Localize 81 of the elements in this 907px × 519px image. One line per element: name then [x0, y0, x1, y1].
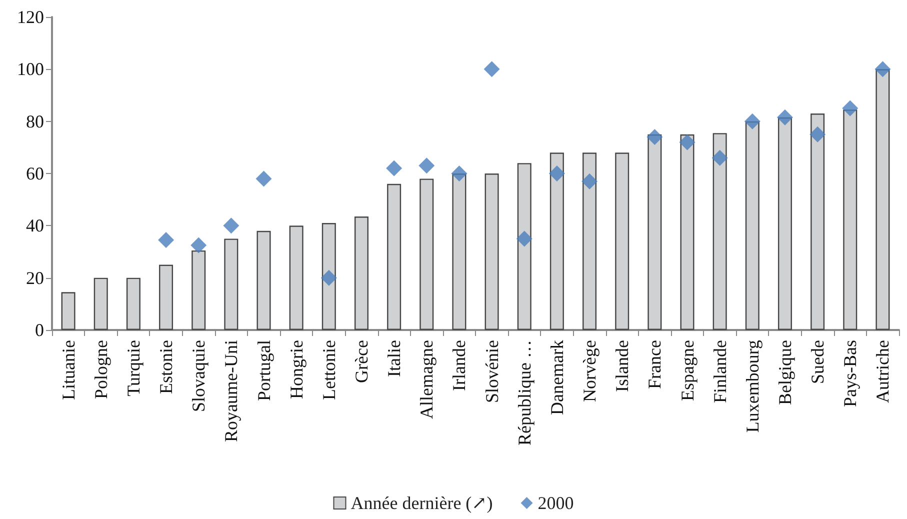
point — [516, 230, 532, 247]
y-tick-label: 20 — [26, 268, 44, 288]
x-tick-label: Royaume-Uni — [221, 340, 242, 442]
point — [776, 109, 793, 126]
bar — [582, 152, 597, 330]
bar — [289, 226, 304, 330]
y-tick-label: 100 — [17, 59, 44, 80]
bar — [256, 230, 271, 330]
y-tick-label: 80 — [26, 111, 44, 132]
bar — [94, 278, 108, 330]
x-tick-label: Slovaquie — [188, 340, 209, 412]
legend-label: Année dernière (↗) — [350, 493, 493, 513]
point — [223, 218, 240, 234]
point — [190, 237, 207, 254]
x-tick-label: Luxembourg — [742, 340, 762, 433]
bar — [484, 174, 499, 330]
x-tick-label: France — [644, 340, 665, 389]
x-tick-label: Hongrie — [286, 340, 306, 399]
point — [646, 128, 663, 145]
point — [158, 232, 174, 248]
bar — [322, 223, 336, 330]
y-tick-label: 120 — [17, 7, 44, 27]
bar — [159, 264, 174, 330]
point — [548, 166, 565, 182]
x-tick-label: Pologne — [90, 340, 111, 400]
point — [256, 170, 272, 187]
bar — [387, 184, 402, 330]
x-tick-label: Lituanie — [58, 340, 78, 400]
x-tick-label: Finlande — [710, 340, 730, 403]
point — [386, 160, 402, 176]
bar — [745, 121, 760, 330]
x-tick-label: Belgique — [774, 340, 795, 405]
point — [842, 100, 858, 116]
x-tick-label: Turquie — [123, 340, 144, 396]
bar — [354, 216, 368, 330]
x-tick-label: Islande — [612, 340, 632, 392]
bar — [778, 117, 792, 330]
bar — [712, 133, 727, 330]
x-tick-label: Allemagne — [416, 340, 437, 419]
bar — [615, 152, 630, 330]
x-tick-label: Portugal — [254, 340, 274, 401]
bar — [126, 278, 140, 330]
point — [418, 158, 435, 174]
x-tick-label: Italie — [384, 340, 404, 377]
point — [712, 150, 728, 166]
bar — [192, 250, 206, 330]
point — [320, 270, 337, 286]
x-tick-label: Suede — [808, 340, 828, 384]
x-tick-label: Estonie — [156, 340, 176, 394]
x-tick-label: Grèce — [351, 340, 372, 383]
point — [874, 61, 891, 78]
point — [679, 134, 696, 150]
bar — [680, 134, 694, 330]
x-tick-label: Slovénie — [482, 340, 502, 403]
x-tick-label: Autriche — [872, 340, 893, 403]
bar — [224, 238, 238, 330]
bar — [420, 178, 434, 330]
x-tick-label: Danemark — [546, 340, 567, 415]
x-tick-label: Pays-Bas — [840, 340, 860, 407]
bar — [61, 292, 76, 330]
legend-label: 2000 — [538, 493, 574, 513]
y-tick-label: 60 — [26, 164, 44, 184]
bar — [843, 110, 858, 330]
y-tick-label: 40 — [26, 216, 44, 236]
bar — [648, 134, 662, 330]
x-tick-label: République … — [514, 340, 534, 446]
point — [484, 61, 500, 78]
bar — [550, 152, 564, 330]
point — [810, 126, 826, 142]
x-tick-label: Lettonie — [318, 340, 339, 400]
point — [451, 166, 468, 182]
bar — [517, 163, 532, 330]
x-tick-label: Irlande — [449, 340, 470, 391]
point — [744, 113, 760, 130]
x-tick-label: Norvège — [580, 340, 600, 402]
x-tick-label: Espagne — [677, 340, 698, 401]
y-tick-label: 0 — [35, 320, 44, 340]
bar — [452, 174, 466, 330]
bar — [876, 69, 890, 330]
point — [582, 173, 598, 190]
bar — [810, 114, 825, 330]
